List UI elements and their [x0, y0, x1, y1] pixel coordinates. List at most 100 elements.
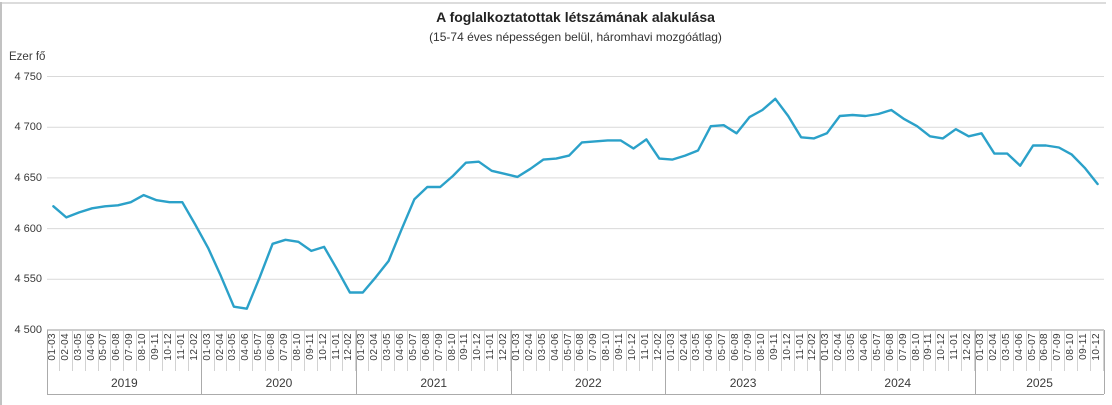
x-tick-cell: 01-03	[666, 331, 679, 371]
x-tick-cell: 09-11	[923, 331, 937, 371]
x-tick-label: 03-05	[536, 333, 548, 361]
x-tick-label: 03-05	[382, 333, 394, 361]
x-tick-cell: 04-06	[1014, 331, 1027, 371]
x-tick-cell: 02-04	[988, 331, 1001, 371]
x-tick-cell: 07-09	[898, 331, 911, 371]
x-tick-label: 04-06	[859, 333, 871, 361]
x-tick-cell: 07-09	[743, 331, 756, 371]
x-tick-cell: 06-08	[1039, 331, 1053, 371]
x-tick-cell: 05-07	[253, 331, 267, 371]
x-tick-label: 08-10	[446, 333, 458, 361]
x-tick-cell: 09-11	[459, 331, 473, 371]
chart-subtitle: (15-74 éves népességen belül, háromhavi …	[429, 30, 722, 44]
x-tick-label: 06-08	[1039, 333, 1051, 361]
x-tick-cell: 01-03	[975, 331, 988, 371]
x-tick-cell: 12-02	[498, 331, 512, 371]
x-tick-cell: 08-10	[911, 331, 924, 371]
x-tick-label: 01-03	[510, 333, 522, 361]
x-tick-label: 08-10	[291, 333, 303, 361]
x-tick-label: 01-03	[46, 333, 58, 361]
employment-line-series	[52, 97, 1099, 310]
x-tick-label: 06-08	[730, 333, 742, 361]
year-label: 2019	[110, 375, 138, 390]
x-tick-cell: 02-04	[369, 331, 383, 371]
x-tick-label: 06-08	[575, 333, 587, 361]
x-tick-label: 03-05	[691, 333, 703, 361]
x-tick-cell: 05-07	[1027, 331, 1040, 371]
x-tick-label: 08-10	[137, 333, 149, 361]
x-tick-cell: 12-02	[962, 331, 976, 371]
axis-band-bottom-line	[47, 394, 1104, 395]
year-cell: 2025	[975, 371, 1104, 394]
x-tick-label: 05-07	[871, 333, 883, 361]
x-tick-label: 02-04	[59, 333, 71, 361]
x-tick-label: 10-12	[317, 333, 329, 361]
x-tick-label: 07-09	[1052, 333, 1064, 361]
x-tick-label: 04-06	[1013, 333, 1025, 361]
x-tick-cell: 08-10	[601, 331, 615, 371]
x-tick-label: 04-06	[394, 333, 406, 361]
year-label: 2020	[265, 375, 293, 390]
x-tick-label: 11-01	[175, 333, 187, 360]
x-tick-label: 05-07	[717, 333, 729, 361]
x-tick-label: 05-07	[98, 333, 110, 361]
y-tick-label: 4 750	[14, 70, 42, 83]
frame-border-left	[0, 2, 2, 405]
x-tick-label: 02-04	[987, 333, 999, 361]
x-tick-label: 10-12	[472, 333, 484, 361]
x-tick-label: 06-08	[266, 333, 278, 361]
x-tick-label: 12-02	[962, 333, 974, 361]
x-tick-cell: 11-01	[485, 331, 499, 371]
x-tick-label: 02-04	[369, 333, 381, 361]
x-tick-label: 09-11	[304, 333, 316, 360]
x-tick-cell: 12-02	[343, 331, 357, 371]
year-cell: 2020	[202, 371, 357, 394]
x-tick-cell: 01-03	[202, 331, 215, 371]
y-tick-label: 4 600	[14, 222, 42, 235]
x-tick-label: 08-10	[755, 333, 767, 361]
x-tick-cell: 05-07	[408, 331, 421, 371]
x-tick-label: 02-04	[833, 333, 845, 361]
x-tick-label: 06-08	[111, 333, 123, 361]
x-tick-cell: 07-09	[434, 331, 447, 371]
x-tick-label: 04-06	[549, 333, 561, 361]
x-tick-cell: 11-01	[331, 331, 344, 371]
x-tick-label: 04-06	[85, 333, 97, 361]
x-tick-label: 09-11	[768, 333, 780, 360]
x-tick-cell: 03-05	[382, 331, 396, 371]
x-tick-cell: 10-12	[627, 331, 640, 371]
x-tick-cell: 08-10	[137, 331, 151, 371]
x-tick-label: 05-07	[407, 333, 419, 361]
x-tick-cell: 07-09	[588, 331, 602, 371]
x-tick-label: 12-02	[498, 333, 510, 361]
x-tick-cell: 05-07	[98, 331, 112, 371]
year-separator	[46, 330, 48, 394]
x-tick-label: 11-01	[794, 333, 806, 360]
x-tick-cell: 04-06	[395, 331, 408, 371]
x-tick-label: 01-03	[820, 333, 832, 361]
x-tick-label: 07-09	[124, 333, 136, 361]
x-tick-cell: 04-06	[86, 331, 99, 371]
x-tick-cell: 01-03	[356, 331, 370, 371]
year-separator	[819, 330, 821, 394]
x-tick-cell: 11-01	[176, 331, 189, 371]
frame-border-top	[0, 2, 1106, 4]
year-label: 2024	[884, 375, 912, 390]
x-tick-label: 01-03	[665, 333, 677, 361]
year-separator	[355, 330, 357, 394]
x-tick-cell: 05-07	[717, 331, 731, 371]
x-tick-label: 07-09	[278, 333, 290, 361]
x-tick-label: 09-11	[150, 333, 162, 360]
x-tick-cell: 05-07	[563, 331, 576, 371]
year-label: 2021	[420, 375, 448, 390]
x-tick-cell: 09-11	[305, 331, 318, 371]
y-tick-label: 4 700	[14, 121, 42, 134]
x-tick-cell: 03-05	[73, 331, 86, 371]
x-tick-cell: 10-12	[163, 331, 176, 371]
x-tick-label: 11-01	[485, 333, 497, 360]
x-tick-label: 07-09	[743, 333, 754, 361]
x-tick-label: 11-01	[639, 333, 651, 360]
x-tick-cell: 06-08	[111, 331, 125, 371]
x-tick-label: 05-07	[253, 333, 265, 361]
x-tick-cell: 11-01	[795, 331, 808, 371]
